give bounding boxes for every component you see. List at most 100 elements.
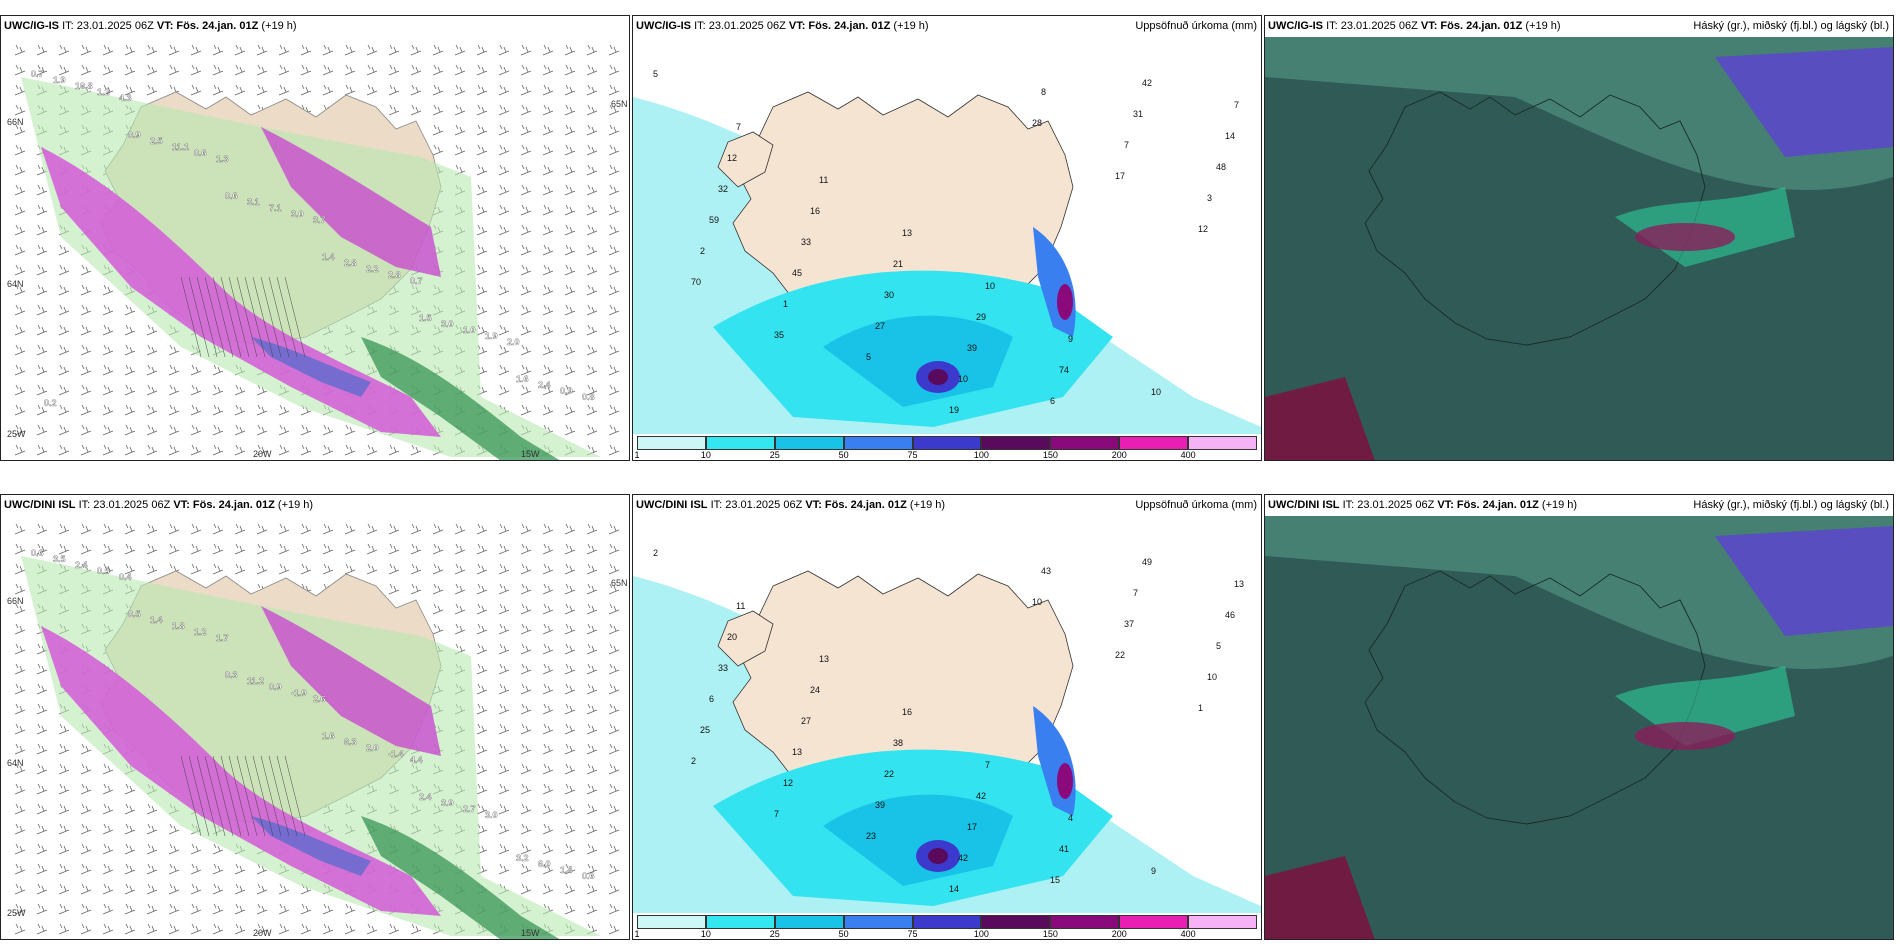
precip-value-label: 0.5 (97, 566, 110, 576)
precip-value-label: 0.8 (582, 392, 595, 402)
precip-amount-label: 27 (875, 321, 885, 331)
precip-amount-label: 27 (801, 716, 811, 726)
precip-value-label: 10.8 (75, 81, 93, 91)
precip-amount-label: 49 (1142, 557, 1152, 567)
valid-time: Fös. 24.jan. 01Z (192, 499, 275, 511)
precip-amount-label: 31 (1133, 109, 1143, 119)
precip-amount-label: 33 (718, 663, 728, 673)
precip-25-50mm (823, 794, 1013, 886)
precip-value-label: 1.4 (560, 865, 573, 875)
precip-value-label: 0.3 (225, 670, 238, 680)
precip-amount-label: 16 (810, 206, 820, 216)
westfjords-land (717, 610, 774, 667)
colorbar-tick-label: 1 (634, 450, 640, 460)
precip-value-label: 3.0 (485, 810, 498, 820)
colorbar-swatch (637, 436, 706, 450)
panel-precip-top: UWC/IG-IS IT: 23.01.2025 06Z VT: Fös. 24… (632, 15, 1262, 461)
freezing-hatching (180, 755, 306, 837)
precip-value-label: 1.7 (216, 633, 229, 643)
precip-amount-label: 11 (736, 601, 745, 611)
colorbar-tick-label: 50 (838, 450, 849, 460)
precip-value-label: 1.5 (419, 313, 432, 323)
colorbar-tick-label: 150 (1042, 929, 1058, 939)
panel-wind-top: UWC/IG-IS IT: 23.01.2025 06Z VT: Fös. 24… (0, 15, 630, 461)
precip-100-150mm (928, 369, 948, 385)
init-time: IT: 23.01.2025 06Z (78, 499, 171, 511)
colorbar-swatch (705, 915, 775, 929)
precip-value-label: 3.2 (516, 853, 529, 863)
valid-time-label: VT: (156, 20, 174, 32)
colorbar-swatch (1050, 915, 1120, 929)
convective-cell (1635, 722, 1735, 750)
precip-amount-label: 2 (653, 548, 658, 558)
colorbar-tick-label: 10 (700, 450, 711, 460)
precip-amount-label: 13 (1234, 579, 1244, 589)
precip-amount-label: 10 (985, 281, 995, 291)
precip-amount-label: 1 (783, 299, 788, 309)
precip-value-label: 1.6 (516, 374, 529, 384)
precip-amount-label: 30 (884, 290, 894, 300)
precip-value-label: 2.8 (344, 258, 357, 268)
freezing-hatching (180, 276, 306, 358)
accumulated-precip-map: 5711131091071216212974421432333039631485… (633, 37, 1261, 460)
field-title: Háský (gr.), miðský (fj.bl.) og lágský (… (1693, 499, 1889, 511)
model-name: UWC/DINI ISL (636, 499, 708, 511)
precip-amount-label: 22 (884, 769, 894, 779)
colorbar-tick-label: 400 (1180, 450, 1196, 460)
precip-amount-label: 74 (1059, 365, 1069, 375)
precip-100-150mm (928, 848, 948, 864)
precip-value-label: 11.1 (172, 142, 189, 152)
panel-title: UWC/IG-IS IT: 23.01.2025 06Z VT: Fös. 24… (1265, 16, 1893, 37)
precip-amount-label: 33 (801, 237, 811, 247)
precip-value-label: 2.7 (463, 804, 476, 814)
precip-value-label: 0.6 (194, 148, 207, 158)
precip-value-label: 3.9 (441, 798, 454, 808)
precip-amount-label: 2 (700, 246, 705, 256)
colorbar-tick-label: 400 (1180, 929, 1196, 939)
coordinate-label: 25W (7, 908, 26, 918)
precip-value-label: 2.5 (150, 136, 163, 146)
precip-amount-label: 24 (810, 685, 820, 695)
precip-amount-label: 43 (1041, 566, 1051, 576)
model-name: UWC/IG-IS (636, 20, 691, 32)
precip-value-label: 3.0 (441, 319, 454, 329)
precip-amount-label: 19 (949, 405, 959, 415)
precip-amount-label: 32 (718, 184, 728, 194)
init-time: IT: 23.01.2025 06Z (710, 499, 803, 511)
colorbar-tick-label: 75 (907, 450, 918, 460)
precip-amount-label: 10 (1032, 597, 1042, 607)
lead-time: (+19 h) (277, 499, 314, 511)
rain-band (361, 337, 560, 460)
colorbar-tick-label: 10 (700, 929, 711, 939)
colorbar-swatch (843, 436, 913, 450)
precip-value-label: -1.4 (388, 749, 404, 759)
precip-amount-label: 42 (976, 791, 986, 801)
colorbar-tick-label: 200 (1111, 450, 1127, 460)
colorbar-tick-label: 100 (973, 929, 989, 939)
precip-value-label: 1.3 (216, 154, 229, 164)
precip-value-label: 2.8 (388, 270, 401, 280)
colorbar-swatch (912, 915, 982, 929)
precip-amount-label: 45 (792, 268, 802, 278)
valid-time-label: VT: (1420, 20, 1438, 32)
precip-amount-label: 10 (958, 374, 968, 384)
precip-amount-label: 20 (727, 632, 737, 642)
precip-value-label: 2.0 (366, 743, 379, 753)
precip-amount-label: 12 (1198, 224, 1208, 234)
snow-swath-east (261, 606, 441, 756)
model-name: UWC/IG-IS (1268, 20, 1323, 32)
heavy-precip-core (251, 337, 371, 397)
precip-amount-label: 13 (902, 228, 912, 238)
precip-value-label: 2.4 (538, 380, 551, 390)
panel-wind-bottom: UWC/DINI ISL IT: 23.01.2025 06Z VT: Fös.… (0, 494, 630, 940)
precip-amount-label: 7 (1124, 140, 1129, 150)
precip-amount-label: 5 (1216, 641, 1221, 651)
precip-value-label: 0.7 (31, 69, 44, 79)
precip-value-label: -1.9 (291, 688, 307, 698)
precip-value-label: 2.4 (419, 792, 432, 802)
cloud-cover-map (1265, 37, 1893, 460)
precip-amount-label: 1 (1198, 703, 1203, 713)
precip-amount-label: 7 (774, 809, 779, 819)
valid-time: Fös. 24.jan. 01Z (1456, 499, 1539, 511)
precip-amount-label: 3 (1207, 193, 1212, 203)
